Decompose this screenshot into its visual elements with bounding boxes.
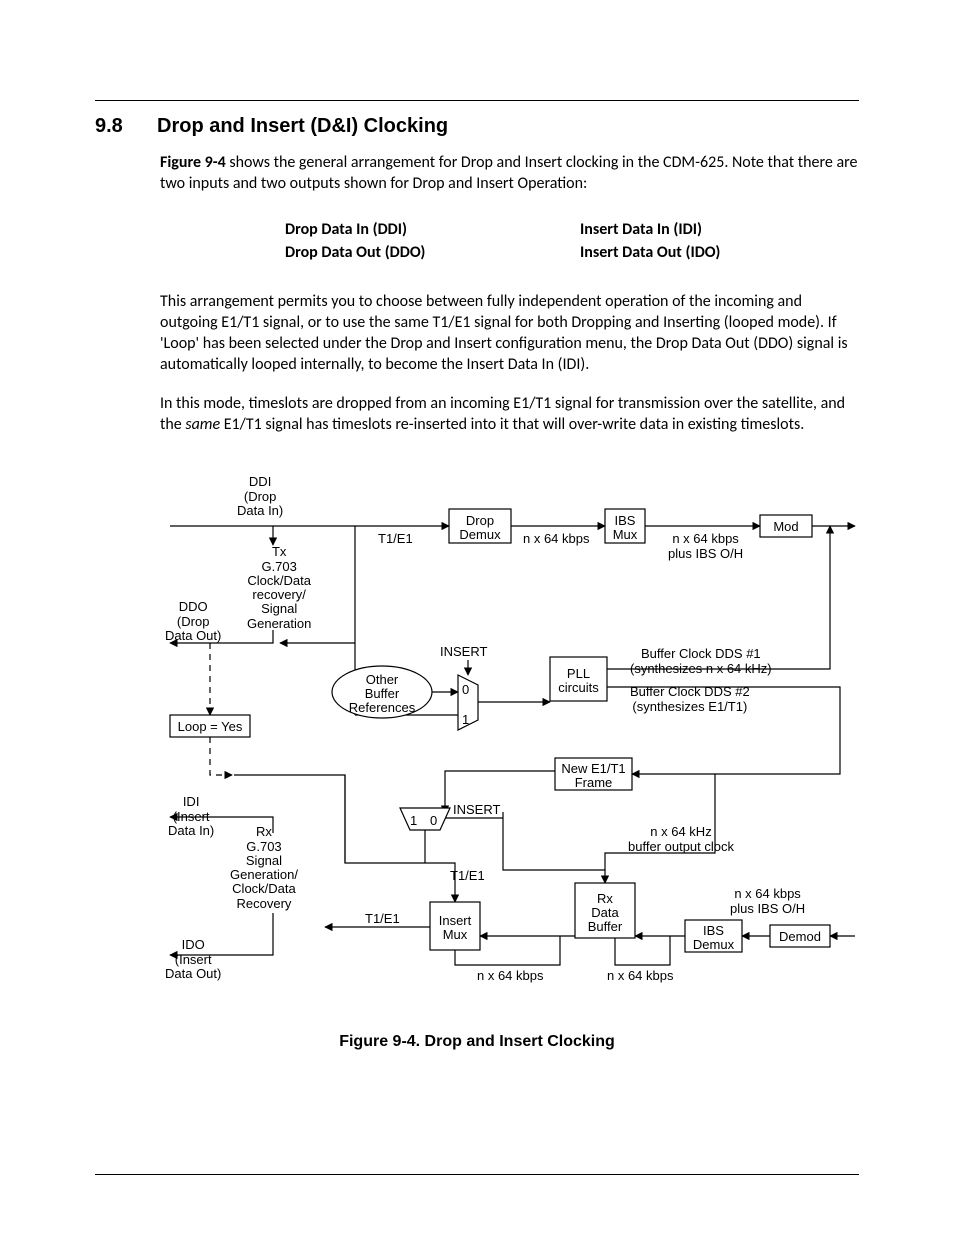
- diagram-label-mux_bot-0: 1: [410, 814, 417, 828]
- para1-rest: shows the general arrangement for Drop a…: [160, 153, 857, 193]
- diagram: Drop Demux IBS Mux Mod Loop = Yes PLL circui…: [160, 475, 860, 1015]
- para3-post: E1/T1 signal has timeslots re-inserted i…: [220, 415, 804, 434]
- diagram-label-mux_top-1: 1: [462, 713, 469, 727]
- box-label-rx_buffer: Rx Data Buffer: [575, 892, 635, 935]
- diagram-label-ddo: DDO (Drop Data Out): [165, 600, 221, 643]
- section-title: Drop and Insert (D&I) Clocking: [157, 115, 448, 137]
- ports-left: Drop Data In (DDI) Drop Data Out (DDO): [285, 218, 580, 264]
- port-ddi: Drop Data In (DDI): [285, 218, 580, 241]
- paragraph-2: This arrangement permits you to choose b…: [160, 291, 859, 375]
- ellipse-label-other_refs: Other Buffer References: [332, 673, 432, 716]
- diagram-label-mux_bot-1: 0: [430, 814, 437, 828]
- section-number: 9.8: [95, 115, 157, 138]
- diagram-label-nx64_1: n x 64 kbps: [523, 532, 590, 546]
- diagram-label-nx64_2: n x 64 kbps: [477, 969, 544, 983]
- diagram-label-t1e1_1: T1/E1: [378, 532, 413, 546]
- edge-e_tx_loop: [327, 526, 355, 643]
- diagram-label-insert_lbl1: INSERT: [440, 645, 487, 659]
- diagram-label-idi: IDI (Insert Data In): [168, 795, 214, 838]
- diagram-label-dds2: Buffer Clock DDS #2 (synthesizes E1/T1): [630, 685, 750, 714]
- diagram-label-insert_lbl2: INSERT: [453, 803, 500, 817]
- box-label-demod: Demod: [770, 930, 830, 944]
- section-heading: 9.8Drop and Insert (D&I) Clocking: [95, 115, 859, 138]
- diagram-label-rx_block: Rx G.703 Signal Generation/ Clock/Data R…: [230, 825, 298, 911]
- diagram-label-t1e1_2: T1/E1: [450, 869, 485, 883]
- diagram-label-nx64khz: n x 64 kHz buffer output clock: [628, 825, 734, 854]
- box-label-loop_yes: Loop = Yes: [170, 720, 250, 734]
- diagram-label-ido: IDO (Insert Data Out): [165, 938, 221, 981]
- port-ido: Insert Data Out (IDO): [580, 241, 720, 264]
- diagram-label-tx_block: Tx G.703 Clock/Data recovery/ Signal Gen…: [247, 545, 311, 631]
- ports-right: Insert Data In (IDI) Insert Data Out (ID…: [580, 218, 720, 264]
- diagram-label-nx64_oh_1: n x 64 kbps plus IBS O/H: [668, 532, 743, 561]
- box-label-mod: Mod: [760, 520, 812, 534]
- diagram-label-nx64_3: n x 64 kbps: [607, 969, 674, 983]
- box-label-insert_mux: Insert Mux: [430, 914, 480, 943]
- edge-e_insert2_dn: [503, 812, 605, 883]
- mux-mux_bot: [400, 808, 450, 830]
- edge-e_tx_ddo_v: [246, 630, 273, 643]
- port-ddo: Drop Data Out (DDO): [285, 241, 580, 264]
- figure-caption: Figure 9-4. Drop and Insert Clocking: [95, 1033, 859, 1051]
- bottom-rule: [95, 1174, 859, 1175]
- port-idi: Insert Data In (IDI): [580, 218, 720, 241]
- para3-em: same: [185, 415, 220, 434]
- para1-bold: Figure 9-4: [160, 153, 226, 172]
- diagram-label-nx64_oh_2: n x 64 kbps plus IBS O/H: [730, 887, 805, 916]
- top-rule: [95, 100, 859, 101]
- box-label-ibs_mux: IBS Mux: [605, 514, 645, 543]
- diagram-label-dds1: Buffer Clock DDS #1 (synthesizes n x 64 …: [630, 647, 772, 676]
- diagram-label-t1e1_3: T1/E1: [365, 912, 400, 926]
- box-label-drop_demux: Drop Demux: [449, 514, 511, 543]
- box-label-new_frame: New E1/T1 Frame: [555, 762, 632, 791]
- paragraph-3: In this mode, timeslots are dropped from…: [160, 393, 859, 435]
- box-label-pll: PLL circuits: [550, 667, 607, 696]
- edge-e_buf_feedback: [615, 936, 670, 965]
- box-label-ibs_demux: IBS Demux: [685, 924, 742, 953]
- paragraph-1: Figure 9-4 shows the general arrangement…: [160, 152, 859, 194]
- diagram-label-mux_top-0: 0: [462, 683, 469, 697]
- diagram-label-ddi: DDI (Drop Data In): [237, 475, 283, 518]
- ports-row: Drop Data In (DDI) Drop Data Out (DDO) I…: [160, 218, 859, 264]
- page: 9.8Drop and Insert (D&I) Clocking Figure…: [0, 0, 954, 1235]
- edge-e_loop_v2: [210, 737, 232, 775]
